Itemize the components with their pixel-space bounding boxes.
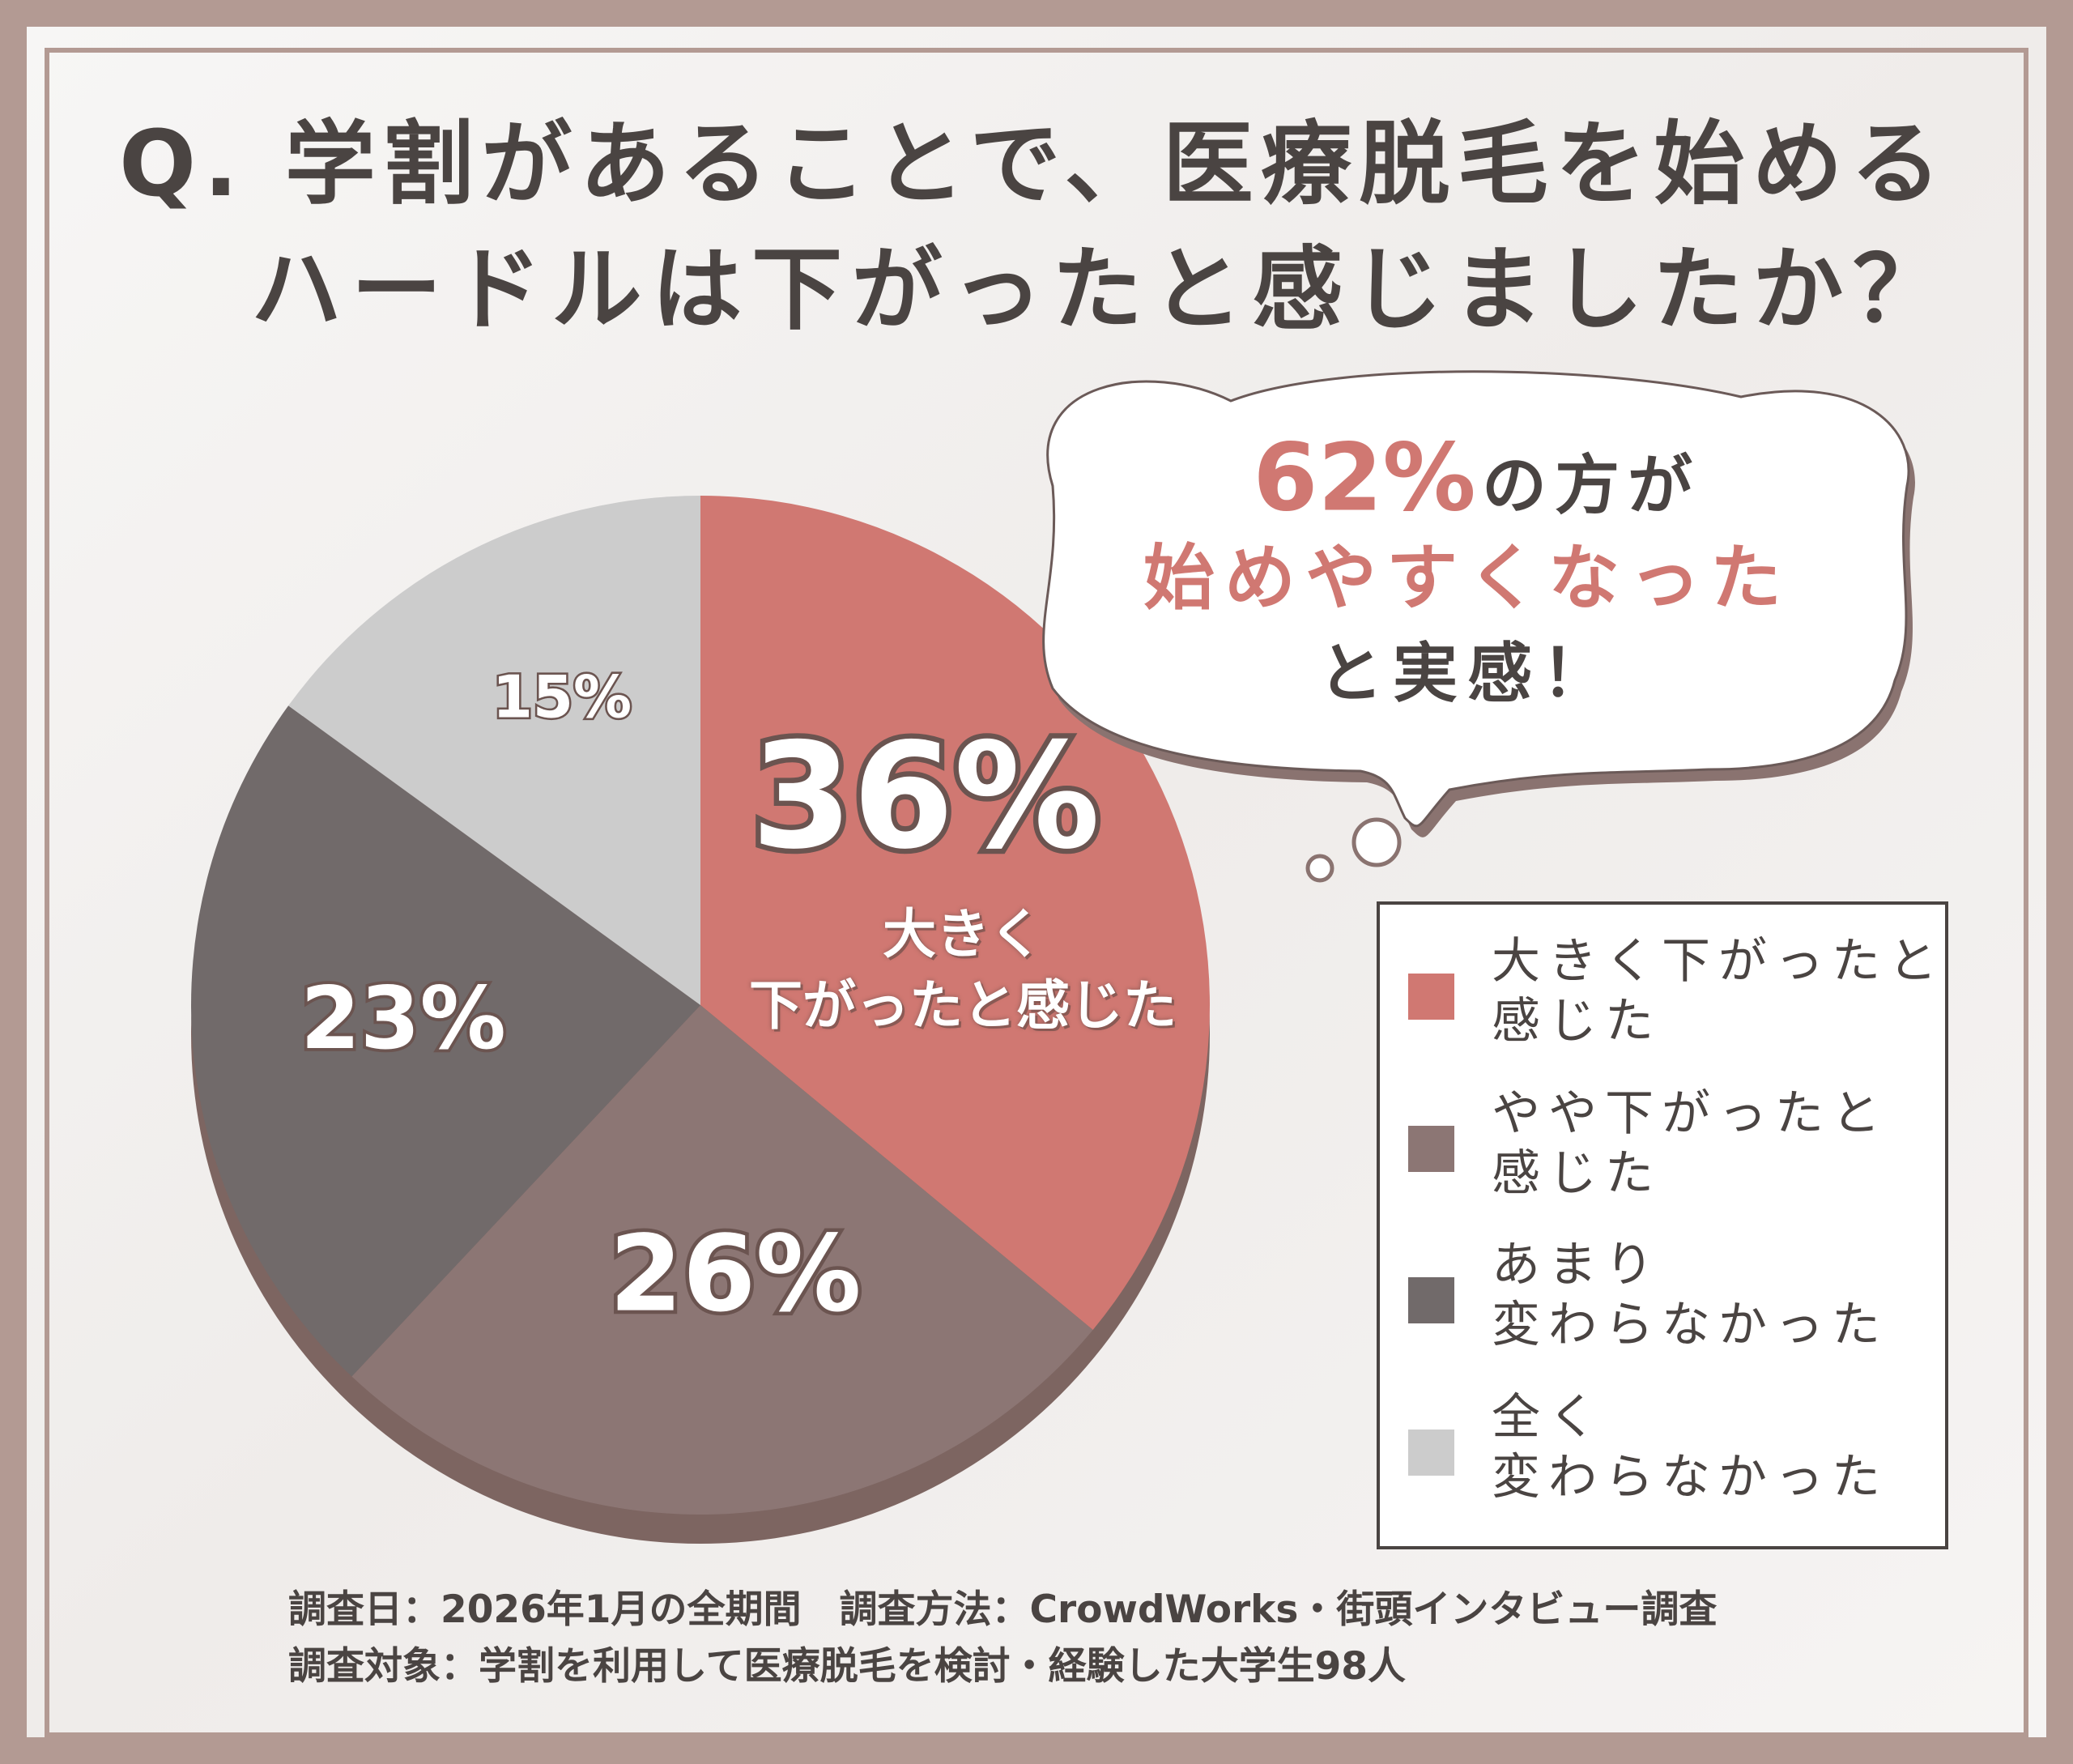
callout-highlight: 62%: [1253, 424, 1475, 533]
legend-label: 大きく下がったと 感じた: [1492, 933, 1945, 1050]
pie-slice: [351, 1005, 1093, 1515]
pie-slice: [288, 496, 700, 1005]
slice-label: 36%: [751, 712, 1100, 881]
slice-label: 15%: [492, 663, 632, 731]
footnote: 調査日：2026年1月の全期間 調査方法：CrowdWorks・街頭インタビュー…: [288, 1587, 1718, 1632]
inner-border: [45, 48, 2028, 1737]
title-line: Q. 学割があることで、医療脱毛を始める: [119, 112, 1941, 217]
pie-slice: [191, 705, 701, 1377]
footnote: 調査対象：学割を利用して医療脱毛を検討・経験した大学生98人: [288, 1644, 1406, 1689]
legend-swatch: [1408, 1277, 1454, 1323]
legend-label: やや下がったと 感じた: [1492, 1085, 1888, 1202]
callout-text: の方が: [1482, 448, 1701, 523]
legend-swatch: [1408, 1430, 1454, 1476]
title-line: ハードルは下がったと感じましたか？: [251, 237, 1943, 343]
legend-label: 全く 変わらなかった: [1492, 1389, 1888, 1506]
legend-label: あまり 変わらなかった: [1492, 1237, 1888, 1353]
callout-bubble: [1042, 370, 1915, 883]
legend-swatch: [1408, 1126, 1454, 1172]
legend-box: [1377, 901, 1948, 1549]
callout-text: 始めやすくなった: [1143, 536, 1791, 620]
slice-annotation: 大きく 下がったと感じた: [749, 903, 1177, 1037]
legend: [1408, 974, 1454, 1476]
legend-swatch: [1408, 974, 1454, 1020]
slice-label: 23%: [300, 969, 506, 1068]
pie: 36% 26% 23% 15%: [191, 496, 1210, 1544]
callout-text: と実感！: [1318, 636, 1616, 711]
slice-label: 26%: [609, 1212, 861, 1336]
